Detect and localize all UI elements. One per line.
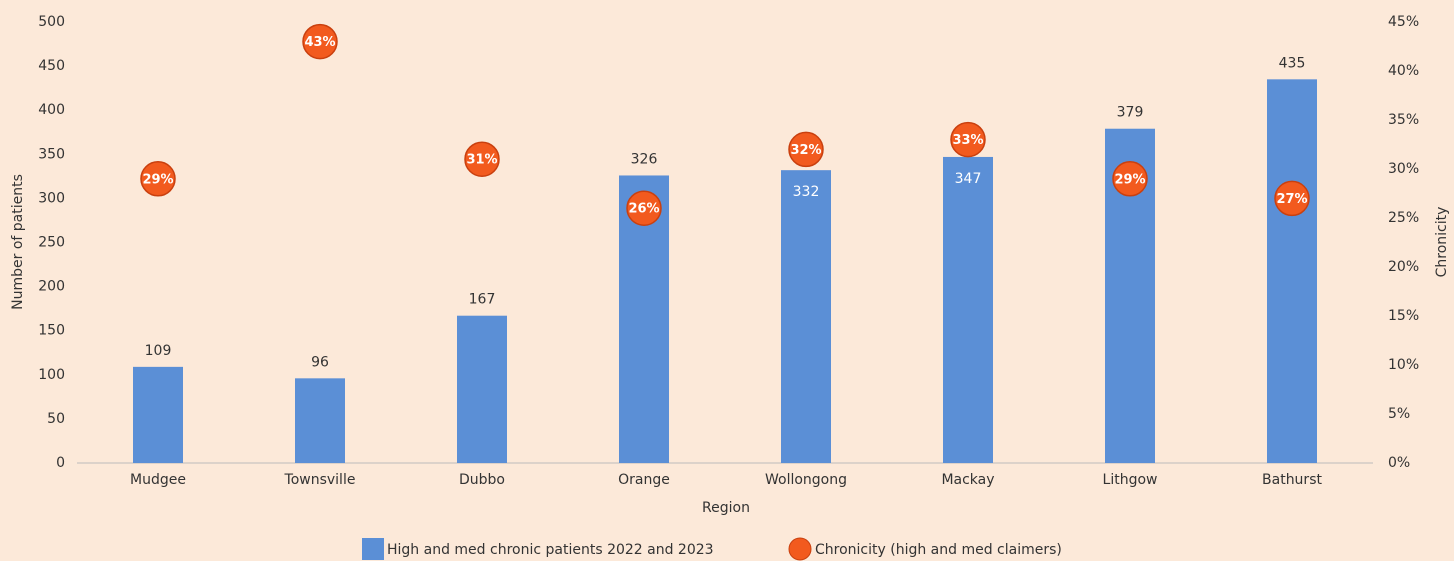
legend-swatch: [362, 538, 384, 560]
chronicity-dot: [788, 131, 824, 168]
bar-value-label: 326: [631, 151, 658, 167]
x-tick-label: Dubbo: [459, 472, 505, 488]
bar-value-label: 435: [1279, 55, 1306, 71]
bar: [943, 156, 993, 464]
y-tick-label: 300: [38, 190, 65, 206]
dot-value-label: 31%: [466, 153, 497, 168]
y2-axis-label: Chronicity: [1434, 207, 1450, 278]
bar-value-label: 167: [469, 292, 496, 308]
legend-label: Chronicity (high and med claimers): [815, 542, 1062, 558]
y2-tick-label: 45%: [1388, 14, 1419, 30]
bar: [295, 378, 345, 463]
chronicity-dot: [1274, 180, 1310, 217]
dot-value-label: 43%: [304, 35, 335, 50]
x-tick-label: Bathurst: [1262, 472, 1322, 488]
y2-tick-label: 0%: [1388, 455, 1410, 471]
y-tick-label: 350: [38, 146, 65, 162]
bar-value-label: 379: [1117, 105, 1144, 121]
y-tick-label: 500: [38, 14, 65, 30]
y2-tick-label: 25%: [1388, 210, 1419, 226]
bar: [1267, 79, 1317, 463]
y-tick-label: 250: [38, 235, 65, 251]
y2-tick-label: 30%: [1388, 161, 1419, 177]
y-tick-label: 150: [38, 323, 65, 339]
x-tick-label: Lithgow: [1103, 472, 1158, 488]
x-axis-label: Region: [702, 500, 750, 516]
chronicity-dot: [464, 141, 500, 177]
y-tick-label: 0: [56, 455, 65, 471]
bar: [133, 366, 183, 463]
x-tick-label: Orange: [618, 472, 670, 488]
dot-value-label: 29%: [142, 172, 173, 187]
y-tick-label: 200: [38, 279, 65, 295]
y2-tick-label: 5%: [1388, 406, 1410, 422]
chronicity-dot: [140, 161, 176, 197]
y2-tick-label: 15%: [1388, 308, 1419, 324]
bar: [781, 170, 831, 463]
y2-tick-label: 35%: [1388, 112, 1419, 128]
y-tick-label: 100: [38, 367, 65, 383]
dot-value-label: 32%: [790, 143, 821, 158]
y-axis-label: Number of patients: [10, 174, 26, 310]
bar-value-label: 332: [793, 184, 820, 200]
chronicity-dot: [950, 121, 986, 158]
x-tick-label: Mudgee: [130, 472, 186, 488]
y-tick-label: 50: [47, 411, 65, 427]
x-tick-label: Wollongong: [765, 472, 847, 488]
dot-value-label: 33%: [952, 133, 983, 148]
y2-tick-label: 10%: [1388, 357, 1419, 373]
y-tick-label: 450: [38, 58, 65, 74]
chronicity-dot: [1112, 161, 1148, 197]
x-tick-label: Townsville: [284, 472, 356, 488]
chronicity-dot: [302, 23, 338, 60]
bar-value-label: 109: [145, 343, 172, 359]
legend-swatch: [788, 537, 812, 561]
x-tick-label: Mackay: [941, 472, 994, 488]
y2-tick-label: 40%: [1388, 63, 1419, 79]
chronicity-dot: [626, 190, 662, 226]
dot-value-label: 26%: [628, 202, 659, 217]
bar: [457, 315, 507, 463]
y2-tick-label: 20%: [1388, 259, 1419, 275]
bar-value-label: 96: [311, 354, 329, 370]
dot-value-label: 29%: [1114, 172, 1145, 187]
bar-value-label: 347: [955, 171, 982, 187]
y-tick-label: 400: [38, 102, 65, 118]
dot-value-label: 27%: [1276, 192, 1307, 207]
legend-label: High and med chronic patients 2022 and 2…: [387, 542, 714, 558]
